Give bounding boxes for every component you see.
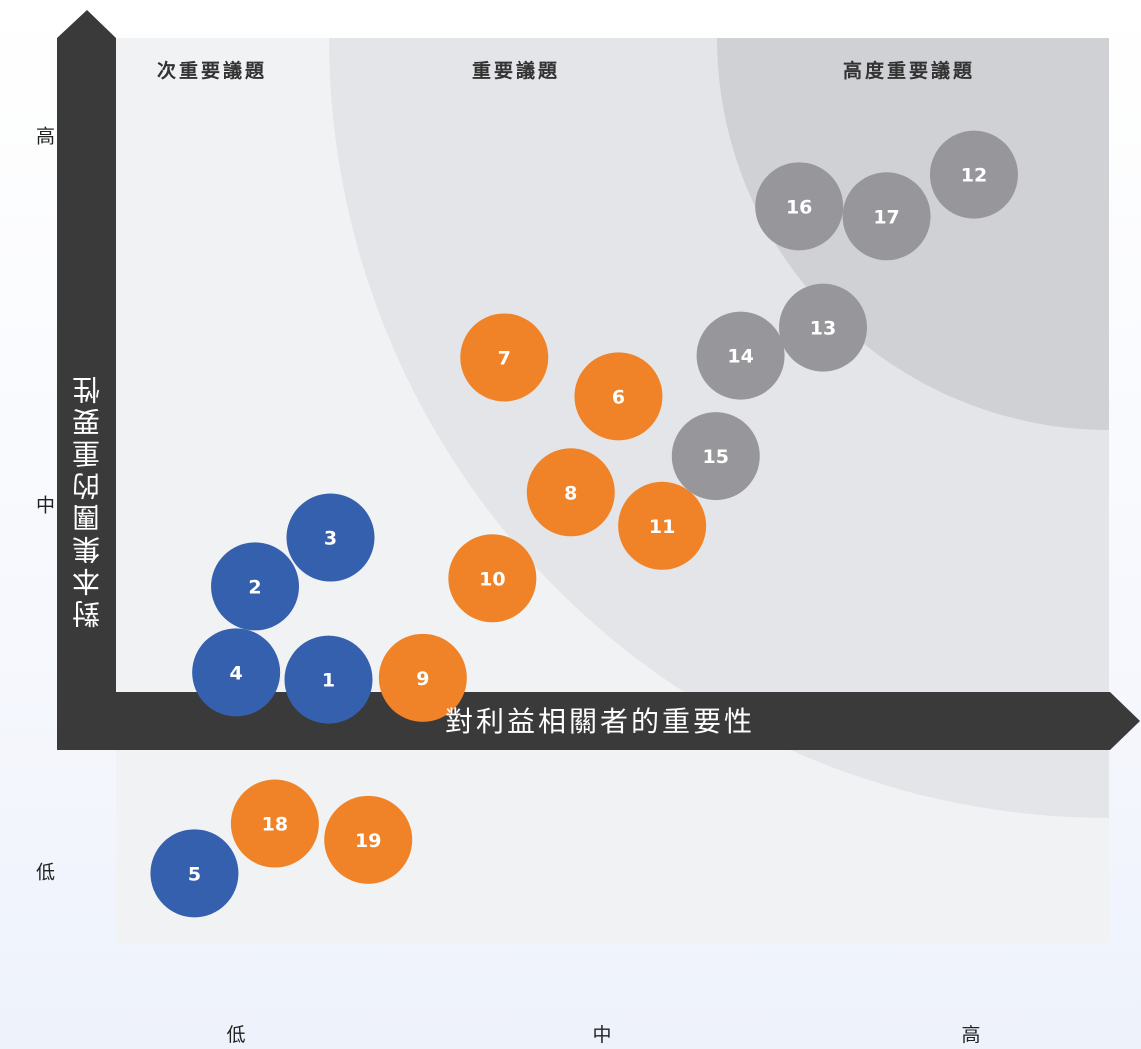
point-label-1: 1 xyxy=(322,670,335,692)
point-marker-19 xyxy=(324,795,413,884)
x-tick-high: 高 xyxy=(961,1024,981,1046)
point-label-15: 15 xyxy=(703,446,729,468)
point-label-13: 13 xyxy=(810,318,836,340)
point-marker-14 xyxy=(696,311,785,400)
point-label-11: 11 xyxy=(649,516,675,538)
y-axis-title: 對本集團的重要性 xyxy=(71,372,104,628)
point-label-16: 16 xyxy=(786,196,812,218)
point-label-17: 17 xyxy=(873,206,899,228)
zone-label-highly-important: 高度重要議題 xyxy=(843,60,976,82)
x-tick-mid: 中 xyxy=(592,1024,612,1046)
point-label-6: 6 xyxy=(612,386,625,408)
point-marker-1 xyxy=(284,635,373,724)
point-marker-15 xyxy=(671,412,760,501)
point-marker-9 xyxy=(378,633,467,722)
x-tick-low: 低 xyxy=(226,1024,246,1046)
zone-label-important: 重要議題 xyxy=(472,60,561,82)
point-marker-2 xyxy=(211,542,300,631)
y-tick-high: 高 xyxy=(33,126,55,145)
x-axis-title-box: 對利益相關者的重要性 xyxy=(400,692,800,748)
point-marker-3 xyxy=(286,493,375,582)
point-label-19: 19 xyxy=(355,830,381,852)
point-marker-12 xyxy=(929,130,1018,219)
point-marker-5 xyxy=(150,829,239,918)
point-label-10: 10 xyxy=(479,568,505,590)
point-marker-4 xyxy=(192,628,281,717)
y-axis-arrow xyxy=(57,10,116,750)
point-marker-7 xyxy=(460,313,549,402)
point-marker-11 xyxy=(618,481,707,570)
point-label-5: 5 xyxy=(188,863,201,885)
point-marker-17 xyxy=(842,172,931,261)
y-tick-low: 低 xyxy=(33,862,55,881)
point-label-2: 2 xyxy=(248,576,261,598)
x-axis-title: 對利益相關者的重要性 xyxy=(444,705,755,738)
point-label-18: 18 xyxy=(262,814,288,836)
point-label-12: 12 xyxy=(961,165,987,187)
point-marker-13 xyxy=(779,283,868,372)
point-label-3: 3 xyxy=(324,528,337,550)
y-tick-mid: 中 xyxy=(33,495,55,514)
point-marker-10 xyxy=(448,534,537,623)
point-marker-18 xyxy=(230,779,319,868)
point-label-8: 8 xyxy=(564,482,577,504)
point-label-14: 14 xyxy=(727,346,753,368)
point-marker-8 xyxy=(526,448,615,537)
point-marker-6 xyxy=(574,352,663,441)
point-label-7: 7 xyxy=(498,347,511,369)
point-label-9: 9 xyxy=(416,668,429,690)
point-label-4: 4 xyxy=(230,662,243,684)
zone-label-minor: 次重要議題 xyxy=(157,60,268,82)
point-marker-16 xyxy=(755,162,844,251)
